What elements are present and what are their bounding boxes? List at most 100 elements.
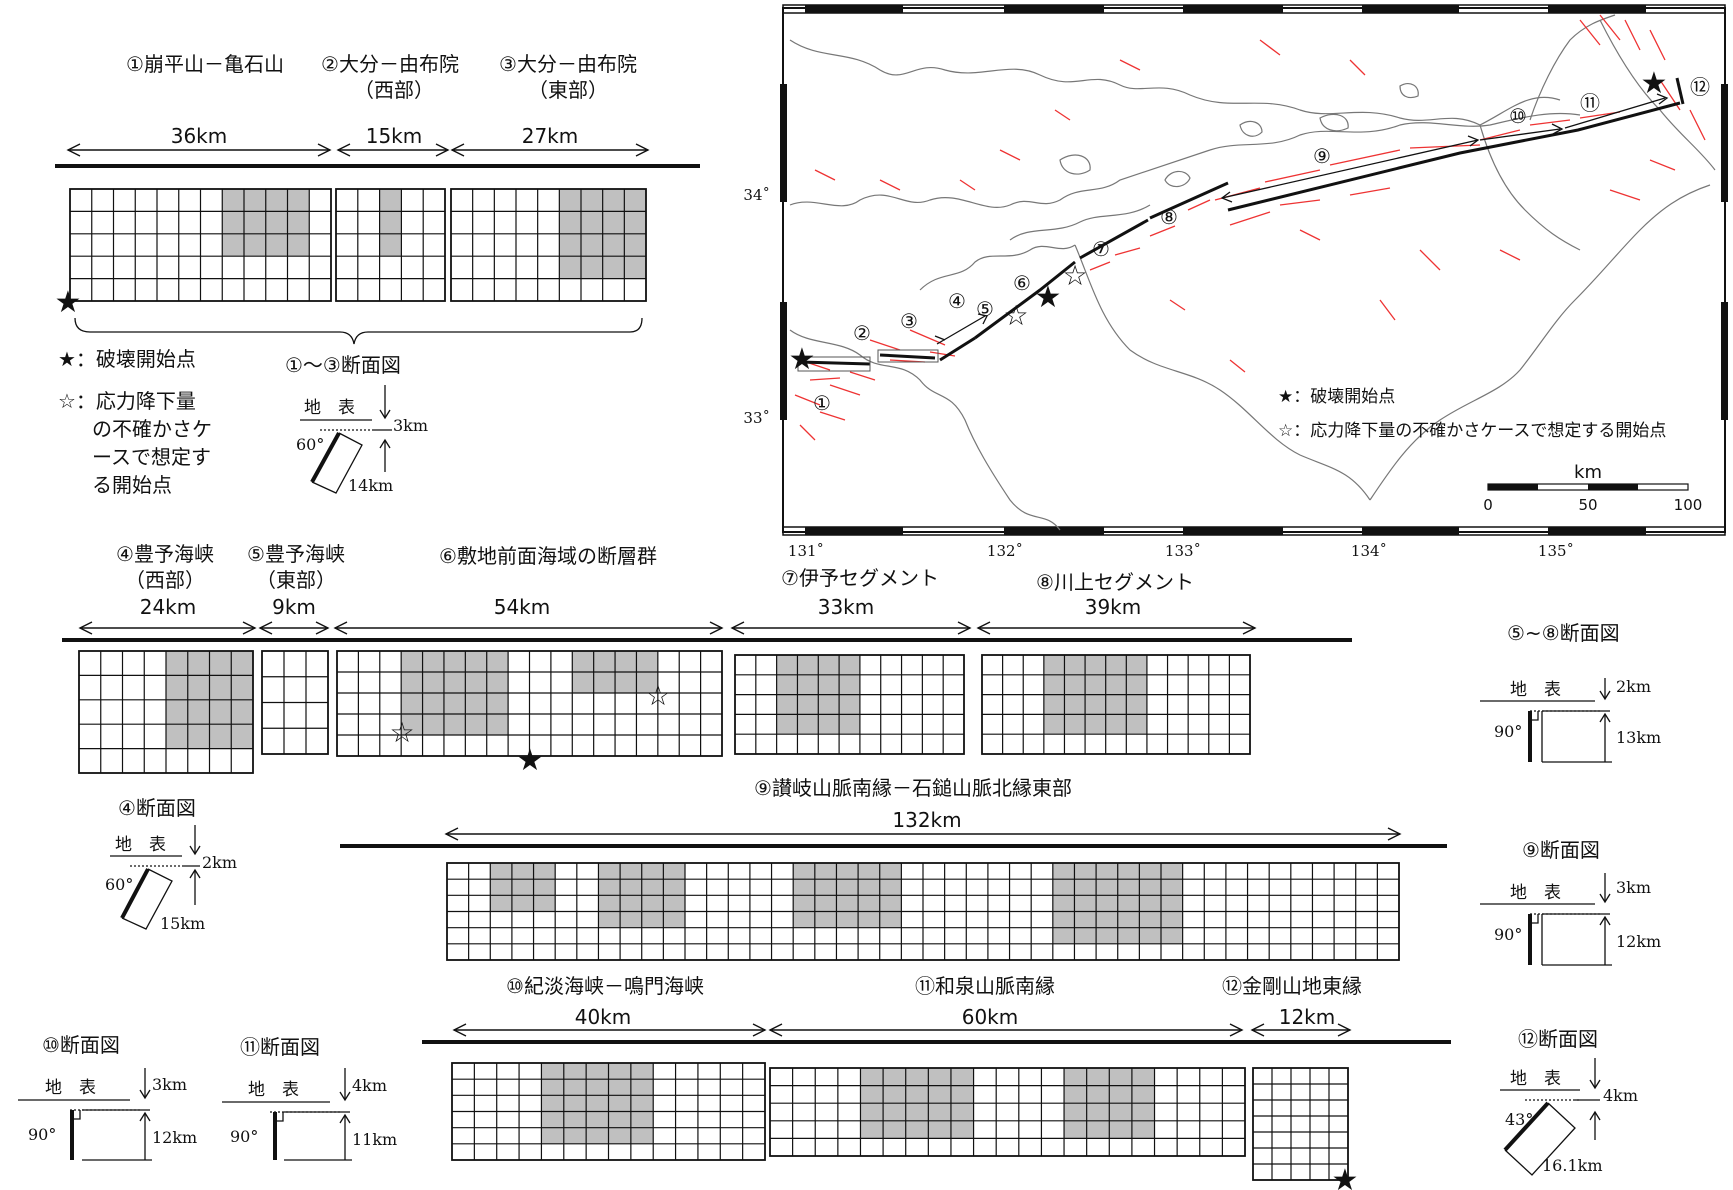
section-depth-s9: 3km (1616, 878, 1651, 897)
map-num-2: ② (853, 321, 871, 345)
section-depth-s58: 2km (1616, 677, 1651, 696)
map-scale-bar: km 0 50 100 (1483, 462, 1702, 514)
section-width-s1: 14km (348, 476, 393, 495)
grid-f5 (261, 650, 329, 755)
section-surface-s58: 地 表 (1510, 680, 1561, 700)
length-f3: 27km (522, 124, 579, 148)
section-title-s58: ⑤~⑧断面図 (1507, 621, 1620, 645)
length-f6: 54km (494, 595, 551, 619)
length-arrow-f10 (452, 1023, 767, 1037)
length-arrow-f3 (450, 143, 650, 157)
section-title-s1: ①～③断面図 (285, 353, 401, 377)
map-open-star-a: ☆ (1003, 299, 1028, 332)
sublabel-f5: （東部） (256, 568, 336, 592)
section-title-s10: ⑩断面図 (42, 1033, 120, 1057)
section-width-s10: 12km (152, 1128, 197, 1147)
section-depth-s12: 4km (1603, 1086, 1638, 1105)
label-f4: ④豊予海峡 (116, 542, 214, 566)
section-angle-s12: 43° (1505, 1110, 1533, 1129)
map-legend-solid-star: ★：破壊開始点 (1278, 387, 1395, 407)
scale-tick-0: 0 (1483, 496, 1493, 514)
legend-open-star-4: る開始点 (92, 473, 172, 497)
section-title-s4: ④断面図 (118, 796, 196, 820)
length-f9: 132km (892, 808, 961, 832)
fault-plane-outline (261, 650, 329, 755)
grid-f6 (336, 650, 723, 757)
length-f1: 36km (171, 124, 228, 148)
label-f1: ①崩平山－亀石山 (126, 52, 284, 76)
section-surface-s9: 地 表 (1510, 883, 1561, 903)
cross-section-1-3: ①～③断面図 地 表 3km 60° 14km (285, 353, 428, 495)
section-depth-s1: 3km (393, 416, 428, 435)
section-surface-s1: 地 表 (304, 398, 355, 418)
map-num-5: ⑤ (976, 297, 994, 321)
map-num-9: ⑨ (1313, 144, 1331, 168)
map-num-3: ③ (900, 309, 918, 333)
cross-section-10: ⑩断面図 地 表 3km 90° 12km (18, 1033, 197, 1161)
legend-open-star-1: ☆：応力降下量 (58, 389, 196, 413)
section-depth-s11: 4km (352, 1076, 387, 1095)
cross-section-12: ⑫断面図 地 表 4km 43° 16.1km (1500, 1027, 1638, 1176)
legend-solid-star: ★：破壊開始点 (58, 347, 196, 371)
label-f10: ⑩紀淡海峡－鳴門海峡 (506, 974, 704, 998)
length-arrow-f1 (66, 143, 332, 157)
open-star-f6-a: ☆ (389, 716, 414, 749)
map-fault-numbers: ① ② ③ ④ ⑤ ⑥ ⑦ ⑧ ⑨ ⑩ ⑪ ⑫ (813, 75, 1710, 415)
length-f8: 39km (1085, 595, 1142, 619)
scale-unit: km (1574, 462, 1602, 483)
grid-f11 (769, 1067, 1246, 1157)
section-angle-s58: 90° (1494, 722, 1522, 741)
label-f7: ⑦伊予セグメント (781, 566, 939, 590)
scale-tick-50: 50 (1578, 496, 1597, 514)
start-point-star-f12: ★ (1332, 1163, 1359, 1190)
map-frame (782, 7, 1726, 533)
asperity-area (490, 863, 556, 912)
label-f2: ②大分－由布院 (321, 52, 459, 76)
map-num-10: ⑩ (1509, 104, 1527, 128)
section-width-s9: 12km (1616, 932, 1661, 951)
length-arrow-f8 (976, 621, 1257, 635)
grid-f8 (981, 654, 1251, 755)
grid-f7 (734, 654, 965, 755)
section-surface-s12: 地 表 (1510, 1069, 1561, 1089)
grid-f10 (451, 1062, 766, 1161)
label-f5: ⑤豊予海峡 (247, 542, 345, 566)
map-start-star-6: ★ (1035, 280, 1062, 315)
section-title-s11: ⑪断面図 (240, 1035, 320, 1059)
section-surface-s4: 地 表 (115, 835, 166, 855)
length-arrow-f12 (1250, 1023, 1352, 1037)
asperity-area (541, 1063, 654, 1144)
label-f8: ⑧川上セグメント (1036, 570, 1194, 594)
main-fault-lines (797, 77, 1685, 372)
map-num-1: ① (813, 391, 831, 415)
lat-label-34: 34˚ (743, 186, 770, 204)
section-angle-s9: 90° (1494, 925, 1522, 944)
start-point-star-f1: ★ (55, 285, 82, 320)
start-point-star-f6: ★ (517, 743, 544, 778)
grid-f2 (335, 188, 446, 302)
map-num-7: ⑦ (1092, 237, 1110, 261)
section-width-s58: 13km (1616, 728, 1661, 747)
map-num-11: ⑪ (1580, 91, 1600, 115)
length-arrow-f5 (258, 621, 330, 635)
asperity-area (379, 189, 402, 257)
section-width-s4: 15km (160, 914, 205, 933)
lon-label-131: 131˚ (788, 542, 824, 560)
label-f9: ⑨讃岐山脈南縁－石鎚山脈北縁東部 (754, 776, 1072, 800)
sublabel-f3: （東部） (528, 78, 608, 102)
active-fault-traces (794, 14, 1706, 441)
sublabel-f2: （西部） (354, 78, 434, 102)
grid-f4 (78, 650, 254, 774)
section-angle-s11: 90° (230, 1127, 258, 1146)
section-angle-s4: 60° (105, 875, 133, 894)
fault-plane-outline (1252, 1067, 1349, 1181)
section-surface-s11: 地 表 (248, 1080, 299, 1100)
group-fault-9: ⑨讃岐山脈南縁－石鎚山脈北縁東部 132km ⑨断面図 地 表 3km 90° … (340, 776, 1661, 966)
label-f11: ⑪和泉山脈南縁 (915, 974, 1055, 998)
section-width-s12: 16.1km (1542, 1156, 1603, 1175)
grid-f1 (69, 188, 332, 302)
coastlines (789, 14, 1716, 531)
legend-open-star-2: の不確かさケ (92, 417, 212, 441)
lon-label-135: 135˚ (1538, 542, 1574, 560)
